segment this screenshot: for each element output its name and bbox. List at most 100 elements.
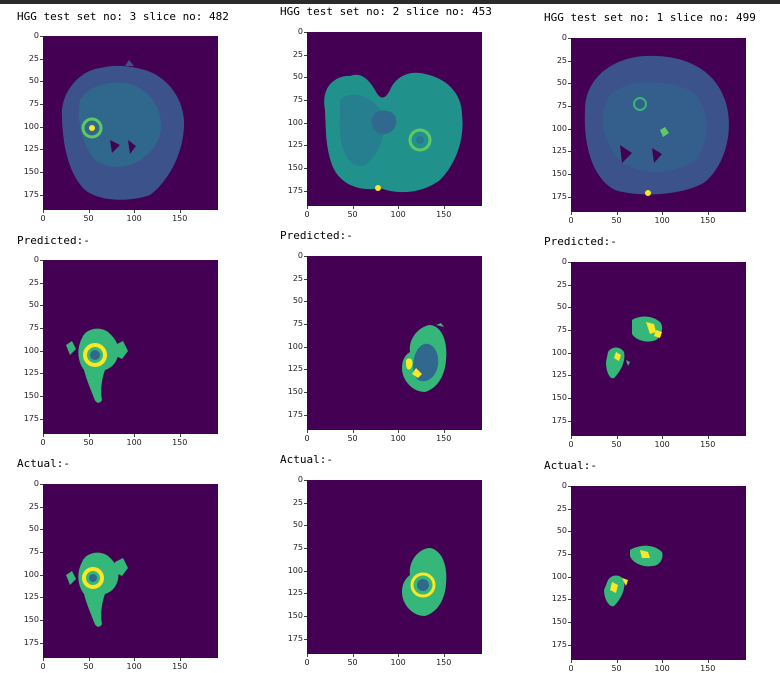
- y-tick-mark: [304, 190, 307, 192]
- y-tick-label: 50: [292, 520, 303, 530]
- y-tick-mark: [40, 149, 43, 151]
- y-tick-label: 125: [23, 368, 39, 378]
- y-tick-label: 0: [561, 33, 567, 42]
- y-tick-label: 25: [556, 55, 567, 65]
- y-tick-label: 100: [287, 565, 303, 575]
- predicted-panel-col2: [307, 256, 482, 430]
- x-tick-mark: [307, 430, 308, 433]
- y-tick-label: 50: [556, 302, 567, 312]
- y-tick-label: 50: [556, 526, 567, 536]
- x-tick-label: 50: [611, 664, 622, 673]
- y-tick-mark: [40, 484, 43, 485]
- y-tick-mark: [568, 553, 571, 555]
- y-tick-label: 125: [287, 364, 303, 374]
- x-tick-label: 50: [347, 434, 358, 443]
- y-tick-label: 100: [23, 121, 39, 131]
- y-tick-mark: [568, 576, 571, 578]
- y-tick-label: 150: [23, 614, 39, 624]
- x-tick-label: 100: [654, 216, 670, 225]
- y-tick-mark: [304, 570, 307, 572]
- x-tick-mark: [134, 210, 136, 213]
- y-tick-label: 0: [297, 251, 303, 260]
- x-tick-mark: [352, 206, 354, 209]
- y-tick-mark: [568, 38, 571, 39]
- y-tick-label: 175: [23, 413, 39, 423]
- y-tick-mark: [568, 397, 571, 399]
- y-tick-mark: [40, 350, 43, 352]
- actual-mask-col3: [604, 545, 663, 607]
- y-tick-mark: [304, 638, 307, 640]
- x-tick-mark: [571, 212, 572, 215]
- y-tick-mark: [40, 58, 43, 60]
- x-tick-label: 100: [654, 664, 670, 673]
- y-tick-label: 150: [23, 390, 39, 400]
- y-tick-label: 0: [561, 481, 567, 490]
- y-tick-mark: [40, 305, 43, 307]
- mri-slice-col2: [324, 72, 463, 193]
- actual-mask-col1: [66, 552, 128, 627]
- mri-slice-col3: [584, 55, 729, 196]
- y-tick-mark: [40, 327, 43, 329]
- y-tick-label: 25: [556, 279, 567, 289]
- y-tick-label: 175: [23, 637, 39, 647]
- x-tick-label: 50: [347, 210, 358, 219]
- y-tick-label: 175: [287, 185, 303, 195]
- y-tick-label: 75: [292, 318, 303, 328]
- y-tick-mark: [304, 525, 307, 527]
- y-tick-mark: [568, 105, 571, 107]
- mri-slice-col1: [61, 60, 185, 200]
- y-tick-label: 25: [292, 497, 303, 507]
- x-tick-mark: [88, 210, 90, 213]
- y-tick-mark: [568, 486, 571, 487]
- y-tick-label: 175: [551, 415, 567, 425]
- x-tick-mark: [616, 212, 618, 215]
- y-tick-mark: [568, 375, 571, 377]
- y-tick-mark: [568, 307, 571, 309]
- y-tick-mark: [304, 502, 307, 504]
- y-tick-label: 125: [23, 144, 39, 154]
- y-tick-mark: [40, 619, 43, 621]
- y-tick-mark: [40, 126, 43, 128]
- y-tick-mark: [40, 597, 43, 599]
- y-tick-label: 0: [33, 255, 39, 264]
- y-tick-mark: [568, 151, 571, 153]
- y-tick-mark: [40, 506, 43, 508]
- y-tick-label: 50: [28, 76, 39, 86]
- x-tick-label: 50: [611, 440, 622, 449]
- y-tick-mark: [568, 352, 571, 354]
- x-tick-label: 150: [436, 658, 452, 667]
- y-tick-mark: [304, 32, 307, 33]
- x-tick-mark: [179, 434, 181, 437]
- y-tick-label: 50: [556, 78, 567, 88]
- y-tick-mark: [40, 260, 43, 261]
- x-tick-label: 150: [172, 662, 188, 671]
- predicted-mask-col1: [66, 328, 128, 403]
- x-tick-mark: [571, 436, 572, 439]
- y-tick-mark: [568, 599, 571, 601]
- y-tick-label: 150: [551, 168, 567, 178]
- y-tick-mark: [40, 551, 43, 553]
- y-tick-mark: [304, 167, 307, 169]
- y-tick-label: 0: [297, 27, 303, 36]
- x-tick-mark: [443, 430, 445, 433]
- predicted-mask-col2: [402, 323, 447, 392]
- y-tick-label: 75: [556, 324, 567, 334]
- x-tick-mark: [398, 206, 400, 209]
- x-tick-label: 100: [126, 438, 142, 447]
- x-tick-label: 0: [568, 664, 574, 673]
- title-col2: HGG test set no: 2 slice no: 453: [280, 5, 492, 18]
- x-tick-mark: [307, 654, 308, 657]
- x-tick-label: 0: [40, 214, 46, 223]
- x-tick-mark: [179, 210, 181, 213]
- x-tick-label: 100: [390, 658, 406, 667]
- y-tick-mark: [568, 644, 571, 646]
- x-tick-label: 0: [40, 438, 46, 447]
- y-tick-mark: [568, 83, 571, 85]
- y-tick-label: 25: [28, 501, 39, 511]
- x-tick-mark: [443, 206, 445, 209]
- y-tick-mark: [568, 196, 571, 198]
- y-tick-label: 150: [287, 610, 303, 620]
- actual-label-col3: Actual:-: [544, 459, 597, 472]
- y-tick-mark: [304, 99, 307, 101]
- y-tick-mark: [568, 262, 571, 263]
